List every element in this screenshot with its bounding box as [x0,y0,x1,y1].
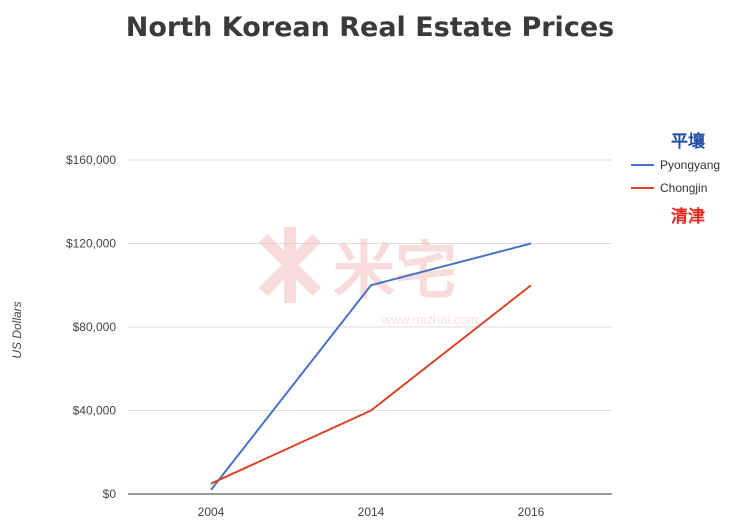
grid-lines [128,159,612,411]
legend-annotation-chongjin: 清津 [671,206,705,227]
watermark-url: www.mizhai.com [381,312,479,327]
legend-annotation-pyongyang: 平壤 [671,131,706,152]
x-tick-labels: 2004 2014 2016 [198,505,545,519]
chart-title: North Korean Real Estate Prices [125,12,615,43]
y-tick-label: $120,000 [66,237,116,251]
y-tick-label: $80,000 [73,320,117,334]
series-line-chongjin [210,284,532,485]
series-line-pyongyang [210,242,532,491]
y-tick-labels: $0 $40,000 $80,000 $120,000 $160,000 [66,153,116,501]
legend-label-chongjin: Chongjin [660,181,707,195]
watermark-brand: 米宅 [333,234,457,307]
watermark-logo: 米宅 www.mizhai.com [258,227,479,327]
y-tick-label: $0 [103,487,117,501]
y-tick-label: $40,000 [73,404,117,418]
y-tick-label: $160,000 [66,153,116,167]
y-axis-label: US Dollars [10,301,24,358]
series-lines [210,242,532,491]
legend-label-pyongyang: Pyongyang [660,158,720,172]
x-tick-label: 2004 [198,505,225,519]
x-tick-label: 2016 [518,505,545,519]
x-tick-label: 2014 [358,505,385,519]
legend: 平壤 Pyongyang Chongjin 清津 [631,131,720,227]
